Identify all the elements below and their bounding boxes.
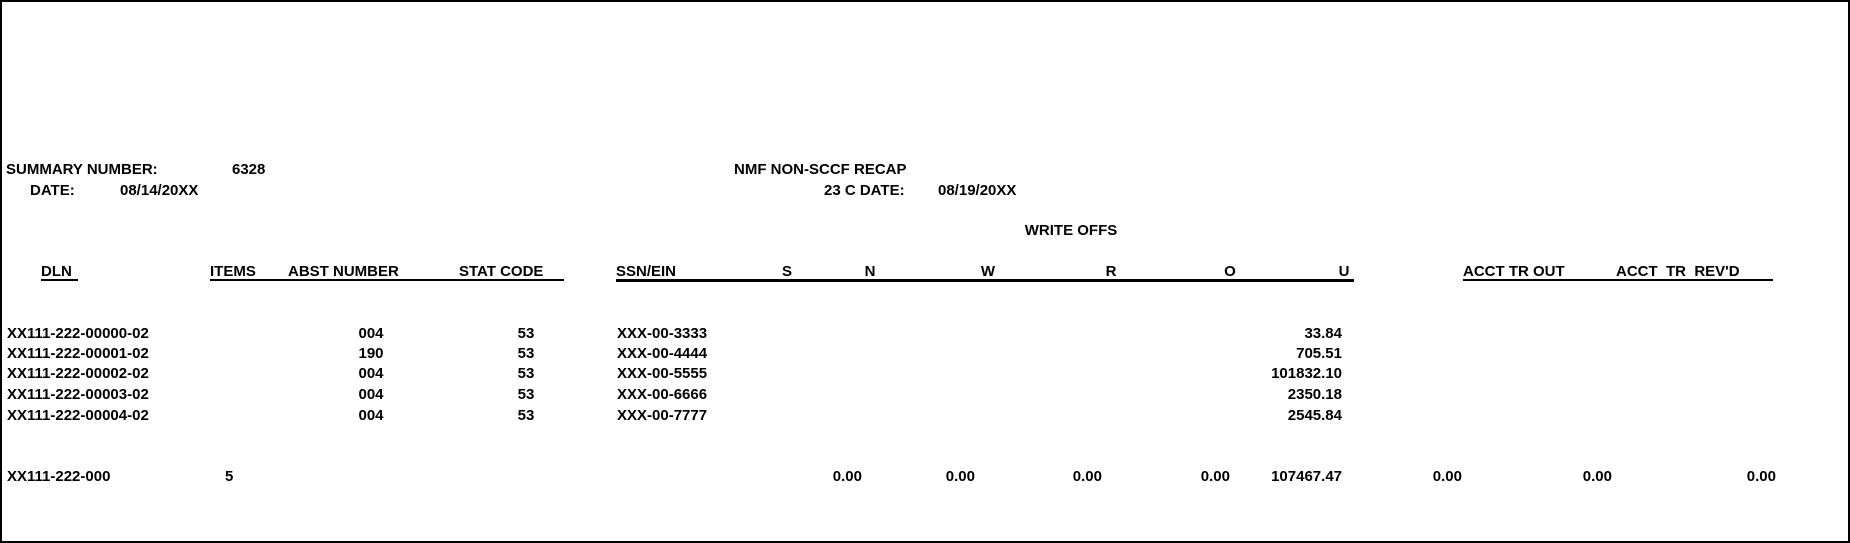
row-u: 33.84 [1304,325,1342,342]
row-ssn-ein: XXX-00-6666 [617,386,708,403]
header-underline [41,279,78,281]
col-n: N [864,263,876,280]
summary-number-label: SUMMARY NUMBER: [6,161,158,178]
row-dln: XX111-222-00000-02 [7,325,149,342]
row-stat-code: 53 [517,365,535,382]
row-abst-number: 004 [358,407,384,424]
col-o: O [1224,263,1236,280]
section-title: WRITE OFFS [1024,222,1118,239]
row-abst-number: 004 [358,325,384,342]
col-dln: DLN [41,263,72,280]
row-u: 101832.10 [1271,365,1342,382]
row-abst-number: 004 [358,386,384,403]
col-stat-code: STAT CODE [459,263,544,280]
col-abst-number: ABST NUMBER [288,263,399,280]
date-label: DATE: [30,182,75,199]
total-u: 107467.47 [1271,468,1342,485]
row-u: 2545.84 [1287,407,1342,424]
row-ssn-ein: XXX-00-5555 [617,365,708,382]
row-abst-number: 004 [358,365,384,382]
row-dln: XX111-222-00002-02 [7,365,149,382]
total-w: 0.00 [945,468,975,485]
row-dln: XX111-222-00003-02 [7,386,149,403]
total-r: 0.00 [1072,468,1102,485]
col-ssn-ein: SSN/EIN [616,263,677,280]
col-acct-tr-revd: ACCT TR REV'D [1616,263,1740,280]
col-u: U [1338,263,1350,280]
row-abst-number: 190 [358,345,384,362]
row-stat-code: 53 [517,325,535,342]
row-stat-code: 53 [517,386,535,403]
header-underline [1463,279,1773,281]
col-w: W [980,263,996,280]
col-r: R [1105,263,1117,280]
row-dln: XX111-222-00004-02 [7,407,149,424]
total-acct-tr-revd-1: 0.00 [1582,468,1612,485]
header-underline [210,279,564,281]
header-underline [616,279,1354,282]
report-title: NMF NON-SCCF RECAP [734,161,907,178]
col-items: ITEMS [210,263,256,280]
row-ssn-ein: XXX-00-7777 [617,407,708,424]
row-ssn-ein: XXX-00-3333 [617,325,708,342]
row-stat-code: 53 [517,407,535,424]
row-dln: XX111-222-00001-02 [7,345,149,362]
c-date-value: 08/19/20XX [938,182,1017,199]
row-stat-code: 53 [517,345,535,362]
total-acct-tr-out: 0.00 [1432,468,1462,485]
row-ssn-ein: XXX-00-4444 [617,345,708,362]
total-acct-tr-revd-2: 0.00 [1746,468,1776,485]
total-items: 5 [225,468,234,485]
c-date-label: 23 C DATE: [824,182,905,199]
row-u: 705.51 [1296,345,1342,362]
col-acct-tr-out: ACCT TR OUT [1463,263,1565,280]
total-n: 0.00 [832,468,862,485]
total-o: 0.00 [1200,468,1230,485]
col-s: S [781,263,793,280]
total-dln: XX111-222-000 [7,468,111,485]
summary-number-value: 6328 [232,161,266,178]
row-u: 2350.18 [1287,386,1342,403]
date-value: 08/14/20XX [120,182,199,199]
